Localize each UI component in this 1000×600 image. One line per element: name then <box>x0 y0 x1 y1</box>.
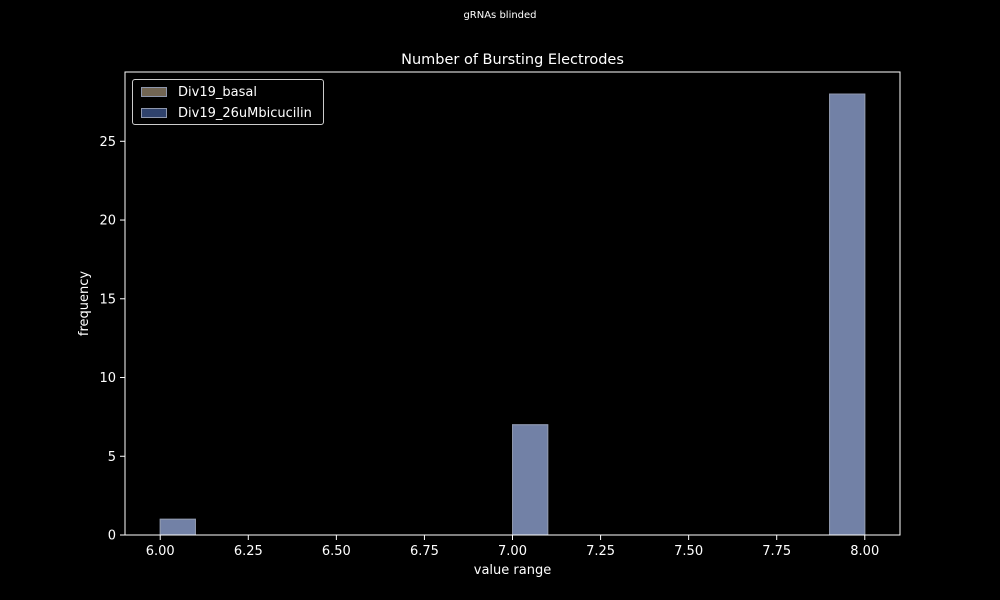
x-tick-label: 6.00 <box>146 544 175 559</box>
legend-item-basal: Div19_basal <box>141 84 257 100</box>
bars-layer <box>159 93 866 536</box>
legend-label-basal: Div19_basal <box>178 84 257 100</box>
x-tick-label: 8.00 <box>850 544 879 559</box>
y-tick-label: 25 <box>99 135 116 150</box>
chart-title: Number of Bursting Electrodes <box>401 52 624 68</box>
y-tick-label: 15 <box>99 292 116 307</box>
y-tick-label: 0 <box>108 529 116 544</box>
x-tick-label: 6.25 <box>234 544 263 559</box>
bar-basal-1 <box>512 424 549 536</box>
figure-suptitle: gRNAs blinded <box>463 10 537 21</box>
legend: Div19_basal Div19_26uMbicucilin <box>132 79 324 125</box>
bar-bicucilin-2 <box>829 93 866 536</box>
y-tick-label: 10 <box>99 371 116 386</box>
x-tick-label: 6.75 <box>410 544 439 559</box>
x-tick-label: 7.50 <box>674 544 703 559</box>
x-tick-label: 6.50 <box>322 544 351 559</box>
legend-swatch-bicucilin <box>141 108 167 118</box>
bar-bicucilin-0 <box>159 518 196 536</box>
legend-item-bicucilin: Div19_26uMbicucilin <box>141 105 312 121</box>
x-tick-label: 7.75 <box>762 544 791 559</box>
x-tick-label: 7.00 <box>498 544 527 559</box>
legend-label-bicucilin: Div19_26uMbicucilin <box>178 105 312 121</box>
y-axis-label: frequency <box>77 271 92 337</box>
x-axis-label: value range <box>474 563 551 578</box>
y-tick-label: 20 <box>99 214 116 229</box>
bar-bicucilin-1 <box>512 424 549 536</box>
x-ticks: 6.00 6.25 6.50 6.75 7.00 7.25 7.50 7.75 8.00 <box>146 535 879 559</box>
y-tick-label: 5 <box>108 450 116 465</box>
legend-swatch-basal <box>141 87 167 97</box>
x-tick-label: 7.25 <box>586 544 615 559</box>
y-ticks: 0 5 10 15 20 25 <box>99 135 125 544</box>
